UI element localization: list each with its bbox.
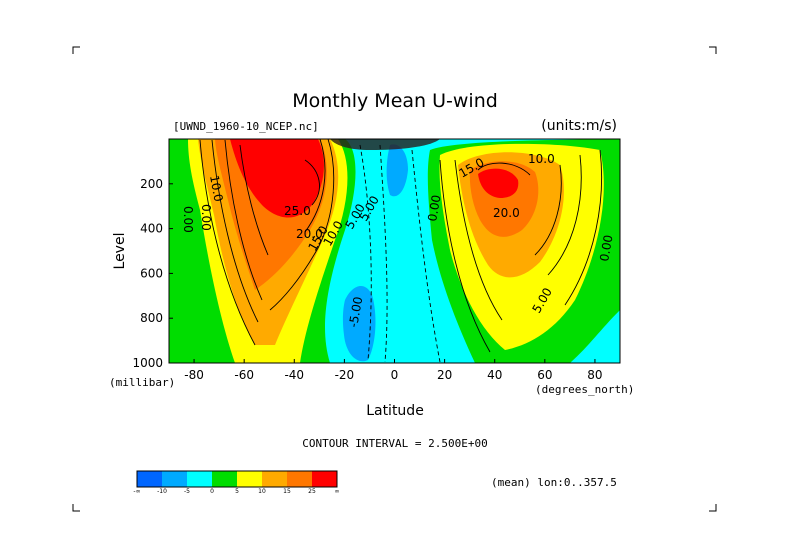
contour-label: 0.00: [425, 194, 443, 223]
units-label: (units:m/s): [541, 118, 617, 134]
x-axis-ticks: -80 -60 -40 -20 0 20 40 60 80: [184, 359, 603, 382]
y-tick-label: 1000: [132, 356, 163, 370]
eq-band-neg5-lower: [342, 285, 376, 362]
contour-interval-text: CONTOUR INTERVAL = 2.500E+00: [302, 437, 487, 450]
colorbar-frame: [136, 470, 338, 488]
colorbar-tick-label: 5: [235, 488, 239, 495]
negative-contour-lines: [359, 144, 441, 363]
y-axis-ticks: 200 400 600 800 1000: [132, 177, 173, 370]
colorbar-tick-label: 25: [308, 488, 316, 495]
contour-label: 0.00: [199, 204, 213, 231]
sh-band-25: [230, 139, 324, 218]
x-axis-units: (degrees_north): [535, 383, 634, 396]
mean-note: (mean) lon:0..357.5: [491, 476, 617, 489]
contour-label: -5.00: [346, 295, 365, 328]
colorbar-tick-label: 10: [258, 488, 266, 495]
x-tick-label: 40: [487, 368, 502, 382]
x-tick-label: -40: [284, 368, 304, 382]
colorbar-swatch: [262, 471, 287, 487]
colorbar-tick-label: -5: [184, 488, 190, 495]
colorbar-tick-label: -10: [157, 488, 167, 495]
x-tick-label: -80: [184, 368, 204, 382]
y-tick-label: 600: [140, 266, 163, 280]
contour-label-group: 0.00 0.00 10.0 25.0 20.0 15.0 10.0 5.00 …: [181, 152, 616, 329]
y-tick-label: 800: [140, 311, 163, 325]
contour-label: 10.0: [528, 152, 555, 166]
upper-dense-contours: [330, 139, 440, 150]
colorbar-tick-label: ∞: [335, 488, 340, 495]
colorbar-tick-label: 15: [283, 488, 291, 495]
x-tick-label: 80: [587, 368, 602, 382]
corner-marks: [72, 46, 717, 512]
contour-label: 0.00: [597, 234, 615, 263]
colorbar-swatch: [312, 471, 337, 487]
y-tick-label: 200: [140, 177, 163, 191]
x-tick-label: 20: [437, 368, 452, 382]
contour-lines: [199, 139, 603, 353]
y-tick-label: 400: [140, 222, 163, 236]
colorbar: -∞ -10 -5 0 5 10 15 25 ∞: [133, 470, 340, 495]
contour-label: 20.0: [493, 206, 520, 220]
colorbar-swatch: [237, 471, 262, 487]
chart-title: Monthly Mean U-wind: [292, 90, 498, 112]
contour-label: 0.00: [181, 206, 195, 233]
nh-band-25: [478, 168, 519, 198]
colorbar-swatch: [212, 471, 237, 487]
colorbar-swatch: [187, 471, 212, 487]
colorbar-swatch: [162, 471, 187, 487]
eq-band-neg5-upper: [386, 144, 408, 197]
colorbar-tick-label: 0: [210, 488, 214, 495]
dataset-label: [UWND_1960-10_NCEP.nc]: [173, 120, 319, 133]
x-axis-title: Latitude: [366, 403, 424, 419]
contour-label: 25.0: [284, 204, 311, 218]
colorbar-swatch: [287, 471, 312, 487]
x-tick-label: 60: [537, 368, 552, 382]
y-axis-units: (millibar): [109, 376, 175, 389]
y-axis-title: Level: [112, 233, 128, 270]
x-tick-label: 0: [391, 368, 399, 382]
contour-label: 10.0: [207, 174, 225, 203]
x-tick-label: -60: [234, 368, 254, 382]
contour-label: 20.0: [296, 227, 323, 241]
contour-field: [169, 139, 620, 363]
x-tick-label: -20: [335, 368, 355, 382]
colorbar-tick-label: -∞: [133, 488, 140, 495]
colorbar-swatch: [137, 471, 162, 487]
